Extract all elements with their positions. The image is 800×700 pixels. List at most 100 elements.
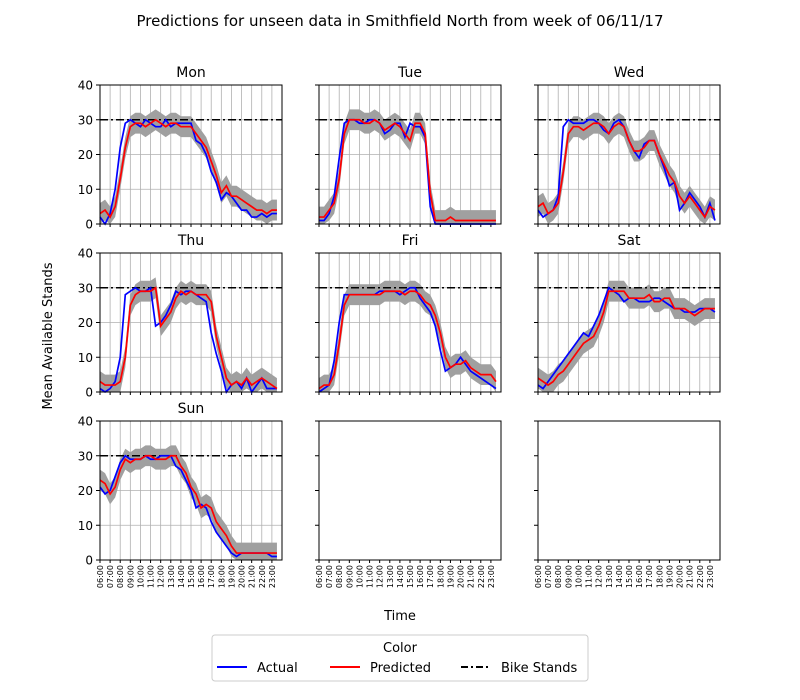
subplot-frame — [99, 252, 283, 393]
x-tick-label: 07:00 — [544, 565, 553, 588]
x-tick-label: 20:00 — [457, 565, 466, 588]
x-tick-label: 06:00 — [315, 565, 324, 588]
legend-label: Predicted — [370, 661, 431, 676]
x-tick-label: 21:00 — [686, 565, 695, 588]
subplot-wed: Wed — [534, 65, 721, 227]
predicted-series-line — [537, 290, 715, 387]
subplot-frame — [318, 84, 502, 225]
predicted-series-line — [318, 290, 497, 390]
subplot-sat: Sat — [534, 233, 721, 395]
x-tick-label: 19:00 — [665, 565, 674, 588]
x-tick-label: 09:00 — [345, 565, 354, 588]
legend-label: Bike Stands — [501, 661, 578, 676]
x-tick-label: 17:00 — [645, 565, 654, 588]
x-tick-label: 11:00 — [366, 565, 375, 588]
subplot-title: Mon — [176, 65, 206, 81]
prediction-band — [319, 109, 496, 224]
x-tick-label: 20:00 — [238, 565, 247, 588]
y-tick-label: 30 — [78, 449, 93, 463]
x-tick-label: 10:00 — [574, 565, 583, 588]
prediction-band — [538, 280, 715, 392]
x-tick-label: 12:00 — [157, 565, 166, 588]
subplot-title: Wed — [614, 65, 645, 81]
x-tick-label: 21:00 — [248, 565, 257, 588]
subplot-tue: Tue — [315, 65, 502, 227]
y-axis-label: Mean Available Stands — [41, 262, 56, 409]
predicted-series-line — [99, 454, 277, 554]
y-tick-label: 40 — [78, 415, 93, 429]
x-tick-label: 20:00 — [676, 565, 685, 588]
x-tick-label: 23:00 — [487, 565, 496, 588]
x-tick-label: 16:00 — [197, 565, 206, 588]
y-tick-label: 0 — [85, 554, 93, 568]
y-tick-label: 10 — [78, 351, 93, 365]
x-tick-label: 19:00 — [446, 565, 455, 588]
subplot-title: Sun — [178, 401, 205, 417]
y-tick-label: 20 — [78, 148, 93, 162]
subplot-title: Tue — [397, 65, 422, 81]
x-tick-label: 12:00 — [376, 565, 385, 588]
x-tick-label: 21:00 — [467, 565, 476, 588]
actual-series-line — [537, 286, 716, 390]
x-tick-label: 19:00 — [227, 565, 236, 588]
x-tick-label: 12:00 — [595, 565, 604, 588]
y-tick-label: 40 — [78, 79, 93, 93]
subplot-empty-7: 06:00 07:00 08:00 09:00 10:00 11:00 12:00 13:00… — [315, 420, 502, 588]
subplot-sun: Sun 0 10 20 30 40 06:00 07:00 08:00 09:00 10:00 11:… — [78, 401, 283, 588]
legend-title: Color — [383, 641, 418, 656]
x-tick-label: 17:00 — [426, 565, 435, 588]
subplot-frame — [537, 252, 721, 393]
x-tick-label: 07:00 — [106, 565, 115, 588]
y-tick-label: 30 — [78, 113, 93, 127]
x-tick-label: 22:00 — [696, 565, 705, 588]
x-tick-label: 17:00 — [207, 565, 216, 588]
x-tick-label: 22:00 — [477, 565, 486, 588]
x-tick-label: 14:00 — [177, 565, 186, 588]
subplot-frame — [99, 84, 283, 225]
subplot-fri: Fri — [315, 233, 502, 395]
x-tick-label: 14:00 — [615, 565, 624, 588]
y-tick-label: 0 — [85, 218, 93, 232]
x-tick-label: 08:00 — [116, 565, 125, 588]
x-tick-label: 16:00 — [416, 565, 425, 588]
prediction-band — [100, 109, 277, 224]
subplot-grid: Mon 0 10 20 30 40 Tue Wed Thu 0 10 20 30 40 Fri Sat Sun 0… — [78, 65, 721, 588]
x-tick-label: 15:00 — [187, 565, 196, 588]
y-tick-label: 30 — [78, 281, 93, 295]
x-tick-label: 18:00 — [436, 565, 445, 588]
actual-series-line — [99, 118, 277, 226]
legend-entries: Actual Predicted Bike Stands — [217, 661, 578, 676]
subplot-frame — [537, 84, 721, 225]
x-tick-label: 08:00 — [335, 565, 344, 588]
legend-box — [211, 634, 589, 682]
predicted-series-line — [537, 122, 716, 219]
predicted-series-line — [319, 118, 496, 222]
subplot-mon: Mon 0 10 20 30 40 — [78, 65, 283, 232]
y-tick-label: 20 — [78, 316, 93, 330]
y-tick-label: 10 — [78, 519, 93, 533]
x-tick-label: 09:00 — [564, 565, 573, 588]
x-axis-label: Time — [383, 609, 416, 624]
x-tick-label: 09:00 — [126, 565, 135, 588]
x-tick-label: 13:00 — [605, 565, 614, 588]
subplot-title: Fri — [402, 233, 419, 249]
x-tick-label: 08:00 — [554, 565, 563, 588]
subplot-title: Thu — [177, 233, 204, 249]
figure-title: Predictions for unseen data in Smithfiel… — [136, 12, 663, 30]
y-tick-label: 20 — [78, 484, 93, 498]
x-tick-label: 11:00 — [147, 565, 156, 588]
x-tick-label: 22:00 — [258, 565, 267, 588]
x-tick-label: 14:00 — [396, 565, 405, 588]
subplot-frame — [537, 420, 721, 561]
x-tick-label: 18:00 — [655, 565, 664, 588]
subplot-frame — [318, 420, 502, 561]
subplot-empty-8: 06:00 07:00 08:00 09:00 10:00 11:00 12:00 13:00… — [534, 420, 721, 588]
x-tick-label: 10:00 — [136, 565, 145, 588]
subplot-frame — [318, 252, 502, 393]
legend-label: Actual — [257, 661, 298, 676]
subplot-title: Sat — [618, 233, 641, 249]
x-tick-label: 10:00 — [355, 565, 364, 588]
prediction-band — [100, 445, 277, 560]
x-tick-label: 07:00 — [325, 565, 334, 588]
